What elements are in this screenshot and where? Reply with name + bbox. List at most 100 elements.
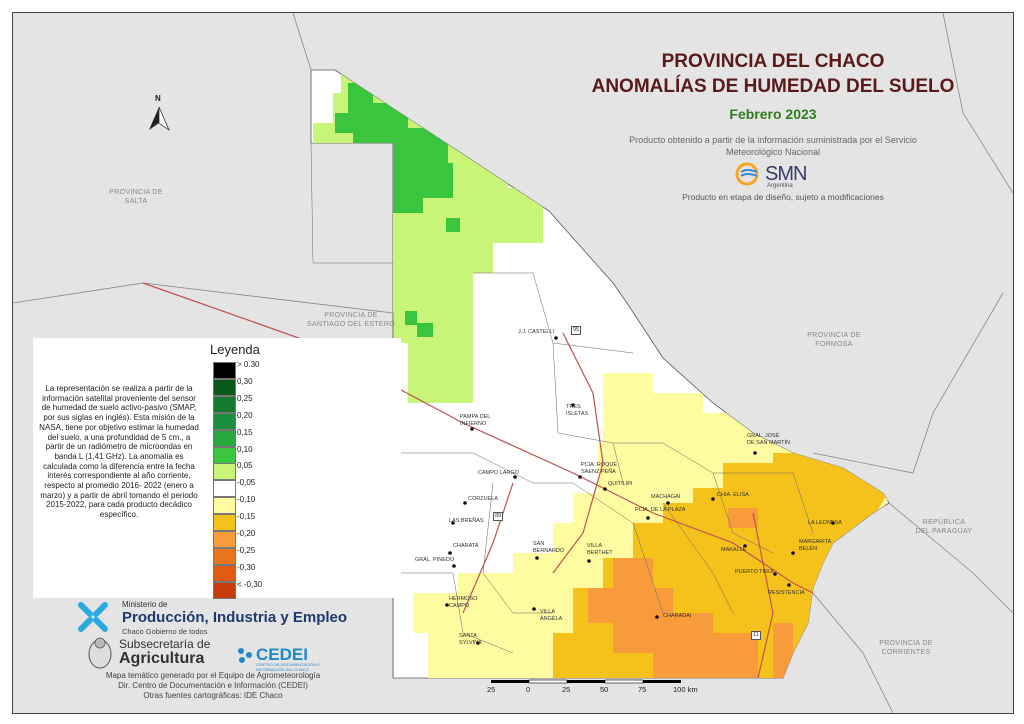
- legend-swatch: [213, 378, 236, 396]
- town-label: MAKALLE: [721, 547, 747, 553]
- town-label: VILLA ÁNGELA: [540, 609, 563, 622]
- province-label-salta: PROVINCIA DE SALTA: [109, 189, 163, 205]
- legend-label: -0,20: [237, 529, 256, 538]
- town-label: QUITILIPI: [608, 481, 633, 487]
- scale-label: 0: [526, 685, 531, 694]
- cedei-logo-sub: CENTRO DE DOCUMENTACIÓN E INFORMACIÓN DE…: [256, 662, 320, 672]
- town-label: MACHAGAI: [651, 494, 681, 500]
- smn-logo-text: SMN: [765, 162, 807, 185]
- route-label: 95: [571, 326, 582, 335]
- town-label: CHARADAI: [663, 613, 692, 619]
- legend-swatch: [213, 497, 236, 515]
- legend-swatch: [213, 514, 236, 532]
- map-frame: PROVINCIA DEL CHACO ANOMALÍAS DE HUMEDAD…: [12, 12, 1014, 714]
- town-label: LAS BREÑAS: [449, 518, 484, 524]
- legend-title: Leyenda: [210, 342, 260, 357]
- cedei-logo-icon: [238, 648, 252, 663]
- disclaimer: Producto en etapa de diseño, sujeto a mo…: [682, 192, 884, 202]
- ministry-logo-icon: [78, 602, 108, 632]
- legend-label: -0,15: [237, 512, 256, 522]
- town-label: CORZUELA: [468, 496, 498, 502]
- legend-description: La representación se realiza a partir de…: [39, 384, 199, 520]
- legend-swatch: [213, 395, 236, 413]
- legend-label: -0,30: [237, 562, 256, 572]
- legend-label: 0,20: [237, 410, 253, 420]
- legend-label: 0,25: [237, 393, 253, 403]
- scale-label: 100 km: [673, 685, 698, 694]
- legend-swatch: [213, 463, 236, 481]
- province-label-formosa: PROVINCIA DE FORMOSA: [807, 332, 861, 348]
- smn-logo-sub: Argentina: [767, 183, 793, 189]
- town-label: PUERTO TIROL: [735, 569, 776, 575]
- source-text: Producto obtenido a partir de la informa…: [629, 135, 917, 157]
- scale-label: 50: [600, 685, 609, 694]
- town-label: SANTA SYLVINA: [459, 633, 482, 646]
- smn-logo-icon: [735, 162, 759, 186]
- legend-swatch: [213, 446, 236, 464]
- town-label: HERMOSO CAMPO: [449, 596, 478, 609]
- credits-line: Dir. Centro de Documentación e Informaci…: [118, 681, 308, 690]
- ministry-small: Ministerio de: [122, 600, 168, 609]
- legend-swatch: [213, 429, 236, 447]
- town-label: PCIA. DE LA PLAZA: [635, 507, 686, 513]
- scale-label: 75: [638, 685, 647, 694]
- credits-line: Mapa temático generado por el Equipo de …: [105, 671, 321, 680]
- scale-label: 25: [487, 685, 496, 694]
- legend-label: -0,10: [237, 495, 256, 505]
- legend-swatch: [213, 547, 236, 565]
- legend: Leyenda La representación se realiza a p…: [33, 338, 401, 599]
- legend-swatch: [213, 531, 236, 548]
- town-label: LA LEONESA: [808, 520, 842, 526]
- town-label: GRAL. JOSÉ DE SAN MARTÍN: [747, 433, 790, 446]
- map-date: Febrero 2023: [729, 106, 817, 122]
- legend-swatch: [213, 362, 236, 379]
- north-arrow: [149, 106, 170, 131]
- town-label: CAMPO LARGO: [478, 470, 519, 476]
- legend-swatch: [213, 480, 236, 498]
- province-label-corrientes: PROVINCIA DE CORRIENTES: [879, 640, 933, 656]
- town-label: SAN BERNARDO: [533, 541, 565, 554]
- legend-label: < -0,30: [237, 579, 263, 589]
- ministry-name: Producción, Industria y Empleo: [122, 609, 348, 626]
- town-label: RESISTENCIA: [768, 590, 805, 596]
- legend-swatch: [213, 581, 236, 599]
- legend-label: > 0.30: [237, 360, 260, 369]
- credits: Mapa temático generado por el Equipo de …: [63, 671, 363, 701]
- legend-label: 0,10: [237, 444, 253, 454]
- north-label: N: [155, 94, 161, 103]
- legend-label: 0,30: [237, 376, 253, 386]
- scale-bar: [491, 679, 681, 684]
- coat-of-arms-icon: [88, 637, 112, 669]
- subsecretaria-line2: Agricultura: [119, 650, 205, 667]
- subsecretaria-line1: Subsecretaría de: [119, 637, 211, 651]
- legend-swatch: [213, 412, 236, 430]
- legend-label: -0,05: [237, 478, 256, 488]
- town-label: J.J. CASTELLI: [518, 329, 555, 335]
- town-label: CHARATA: [453, 543, 479, 549]
- town-label: MARGARITA BELÉN: [799, 539, 832, 552]
- town-label: PCIA. ROQUE SAENZ PEÑA: [581, 462, 618, 475]
- ministry-sub: Chaco Gobierno de todos: [122, 627, 208, 636]
- town-label: TRES ISLETAS: [566, 404, 589, 417]
- town-label: CHIA. ELISA: [717, 492, 749, 498]
- map-title: PROVINCIA DEL CHACO ANOMALÍAS DE HUMEDAD…: [533, 49, 1013, 99]
- province-label-santiago: PROVINCIA DE SANTIAGO DEL ESTERO: [307, 312, 395, 328]
- legend-label: 0,15: [237, 427, 253, 437]
- province-label-paraguay: REPÚBLICA DEL PARAGUAY: [915, 519, 973, 535]
- cedei-logo-text: CEDEI: [256, 645, 308, 664]
- town-dots: [445, 336, 835, 645]
- town-label: GRAL. PINEDO: [415, 557, 455, 563]
- legend-label: -0,25: [237, 545, 256, 555]
- route-label: 89: [493, 512, 504, 521]
- town-label: VILLA BERTHET: [587, 543, 613, 556]
- town-label: PAMPA DEL INFIERNO: [460, 414, 491, 427]
- title-line-1: PROVINCIA DEL CHACO: [661, 51, 885, 72]
- title-line-2: ANOMALÍAS DE HUMEDAD DEL SUELO: [591, 76, 955, 97]
- map-canvas: [13, 13, 1013, 713]
- smn-logo: SMN Argentina: [733, 159, 807, 189]
- scale-label: 25: [562, 685, 571, 694]
- legend-label: 0,05: [237, 461, 253, 471]
- legend-swatch: [213, 564, 236, 582]
- credits-line: Otras fuentes cartográficas: IDE Chaco: [143, 691, 283, 700]
- route-label: 11: [751, 631, 761, 640]
